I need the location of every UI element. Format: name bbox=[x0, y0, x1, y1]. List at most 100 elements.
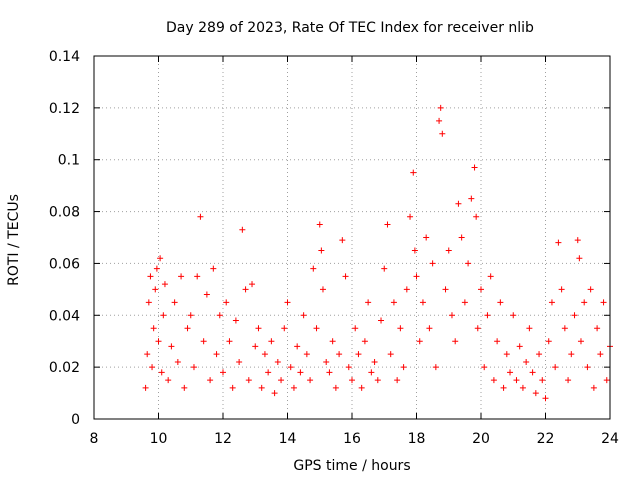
data-point bbox=[281, 325, 288, 332]
x-tick-label: 14 bbox=[279, 431, 297, 447]
data-point bbox=[437, 104, 444, 111]
data-point bbox=[310, 265, 317, 272]
data-point bbox=[261, 351, 268, 358]
data-point bbox=[416, 338, 423, 345]
data-point bbox=[345, 364, 352, 371]
data-point bbox=[423, 234, 430, 241]
data-point bbox=[478, 286, 484, 293]
data-point bbox=[397, 325, 404, 332]
data-point bbox=[220, 369, 226, 376]
data-point bbox=[390, 299, 397, 306]
data-point bbox=[403, 286, 410, 293]
data-point bbox=[526, 325, 533, 332]
data-point bbox=[194, 273, 201, 280]
data-point bbox=[152, 286, 159, 293]
data-point bbox=[432, 364, 439, 371]
data-point bbox=[581, 299, 588, 306]
data-point bbox=[174, 358, 181, 365]
data-point bbox=[471, 164, 478, 171]
data-point bbox=[157, 255, 164, 262]
data-point bbox=[455, 200, 462, 207]
x-tick-label: 10 bbox=[150, 431, 168, 447]
data-point bbox=[442, 286, 449, 293]
grid-lines bbox=[94, 56, 610, 419]
data-point bbox=[500, 384, 507, 391]
data-point bbox=[336, 351, 343, 358]
data-point bbox=[160, 312, 167, 319]
data-point bbox=[458, 234, 465, 241]
y-tick-label: 0.14 bbox=[49, 49, 80, 65]
data-point bbox=[239, 226, 246, 233]
y-tick-label: 0.06 bbox=[49, 256, 80, 272]
data-point bbox=[407, 213, 414, 220]
data-point bbox=[507, 369, 514, 376]
data-point bbox=[339, 237, 346, 244]
data-point bbox=[245, 377, 252, 384]
data-point bbox=[229, 384, 236, 391]
data-point bbox=[203, 291, 210, 298]
data-point bbox=[384, 221, 391, 228]
data-point bbox=[153, 265, 160, 272]
data-point bbox=[187, 312, 194, 319]
data-point bbox=[545, 338, 552, 345]
data-point bbox=[519, 384, 526, 391]
data-point bbox=[197, 213, 204, 220]
data-point bbox=[303, 351, 310, 358]
x-tick-label: 16 bbox=[343, 431, 361, 447]
data-point bbox=[445, 247, 452, 254]
data-point bbox=[342, 273, 349, 280]
data-point bbox=[381, 265, 388, 272]
y-tick-label: 0.1 bbox=[58, 153, 80, 169]
data-point bbox=[439, 130, 446, 137]
data-point bbox=[474, 325, 481, 332]
data-point bbox=[481, 364, 488, 371]
data-point bbox=[155, 338, 162, 345]
data-point bbox=[523, 358, 530, 365]
data-point bbox=[587, 286, 594, 293]
data-point bbox=[213, 351, 220, 358]
data-point bbox=[597, 351, 604, 358]
data-point bbox=[252, 343, 259, 350]
data-point bbox=[571, 312, 578, 319]
data-point bbox=[400, 364, 407, 371]
data-point bbox=[552, 364, 559, 371]
data-point bbox=[216, 312, 223, 319]
data-point bbox=[532, 390, 539, 397]
data-point bbox=[565, 377, 572, 384]
data-point bbox=[226, 338, 233, 345]
x-tick-label: 12 bbox=[214, 431, 232, 447]
data-point bbox=[200, 338, 207, 345]
data-point bbox=[577, 338, 584, 345]
data-point bbox=[497, 299, 504, 306]
data-point bbox=[487, 273, 494, 280]
data-point bbox=[387, 351, 394, 358]
data-point bbox=[349, 377, 355, 384]
data-point bbox=[190, 364, 197, 371]
data-point bbox=[558, 286, 565, 293]
data-point bbox=[368, 369, 375, 376]
data-point bbox=[603, 377, 610, 384]
data-point bbox=[265, 369, 272, 376]
data-point bbox=[149, 364, 156, 371]
data-point bbox=[142, 384, 149, 391]
data-point bbox=[448, 312, 455, 319]
data-point bbox=[365, 299, 372, 306]
data-point bbox=[468, 195, 475, 202]
data-point bbox=[144, 351, 151, 358]
data-point bbox=[484, 312, 491, 319]
data-point bbox=[371, 358, 378, 365]
data-point bbox=[452, 338, 459, 345]
data-point bbox=[561, 325, 568, 332]
data-point bbox=[590, 384, 597, 391]
y-tick-labels: 0 0.02 0.04 0.06 0.08 0.1 0.12 0.14 bbox=[49, 49, 80, 428]
data-point bbox=[284, 299, 291, 306]
data-point bbox=[542, 395, 549, 402]
data-point bbox=[574, 237, 581, 244]
data-point bbox=[555, 239, 562, 246]
data-point bbox=[294, 343, 301, 350]
data-point bbox=[319, 286, 326, 293]
y-axis-label: ROTI / TECUs bbox=[6, 194, 22, 286]
data-point bbox=[232, 317, 239, 324]
data-point bbox=[297, 369, 304, 376]
